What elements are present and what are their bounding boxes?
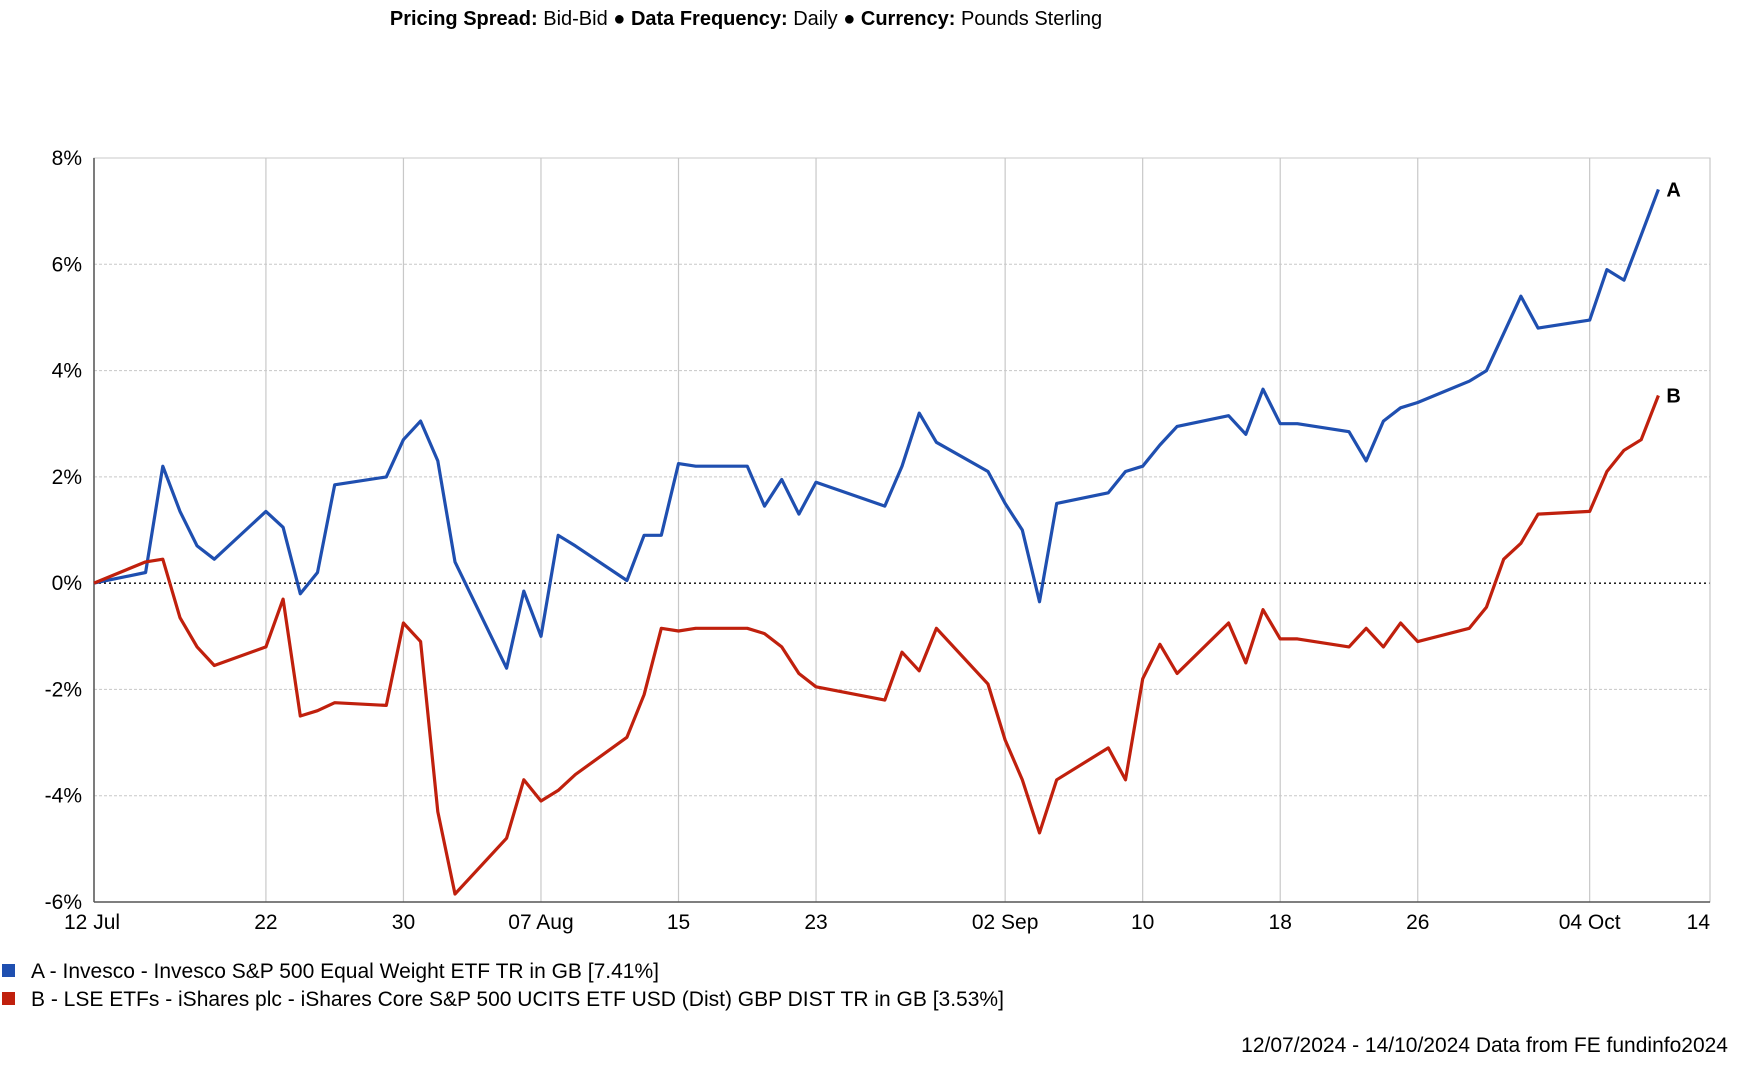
x-tick-label: 23 [804, 911, 827, 934]
x-tick-label: 04 Oct [1559, 911, 1621, 934]
legend-item-a: A - Invesco - Invesco S&P 500 Equal Weig… [2, 958, 1004, 986]
series-end-labels: AB [1666, 179, 1680, 407]
chart-header: Pricing Spread: Bid-Bid ● Data Frequency… [0, 8, 1492, 31]
y-tick-label: 4% [52, 360, 82, 383]
x-tick-label: 07 Aug [508, 911, 573, 934]
y-axis-tick-labels: 8% 6% 4% 2% 0% -2% -4% -6% [45, 147, 82, 914]
legend-item-b: B - LSE ETFs - iShares plc - iShares Cor… [2, 986, 1004, 1014]
plot-frame [93, 157, 1711, 903]
y-tick-label: 2% [52, 466, 82, 489]
y-tick-label: 0% [52, 572, 82, 595]
data-frequency-label: Data Frequency: [630, 8, 788, 30]
header-separator: ● [613, 8, 626, 30]
series-line-a [93, 188, 1660, 670]
series-line-b [93, 394, 1660, 896]
x-tick-label: 26 [1406, 911, 1429, 934]
x-tick-label: 22 [254, 911, 277, 934]
legend-label-b: B - LSE ETFs - iShares plc - iShares Cor… [31, 988, 1004, 1011]
header-separator: ● [843, 8, 856, 30]
x-tick-label: 14 [1687, 911, 1711, 934]
source-footer: 12/07/2024 - 14/10/2024 Data from FE fun… [1241, 1034, 1728, 1057]
legend-swatch-a [2, 964, 15, 977]
x-tick-label: 18 [1269, 911, 1292, 934]
currency-value: Pounds Sterling [960, 8, 1103, 30]
chart-grid [93, 157, 1711, 903]
x-tick-label: 12 Jul [64, 911, 120, 934]
chart-legend: A - Invesco - Invesco S&P 500 Equal Weig… [2, 958, 1004, 1014]
data-frequency-value: Daily [793, 8, 838, 30]
series-end-label-b: B [1666, 386, 1680, 408]
currency-label: Currency: [860, 8, 956, 30]
x-axis-tick-labels: 12 Jul 22 30 07 Aug 15 23 02 Sep 10 18 26 04 Oct 14 [64, 911, 1710, 934]
x-tick-label: 30 [392, 911, 415, 934]
x-tick-label: 02 Sep [972, 911, 1039, 934]
series-end-label-a: A [1666, 179, 1680, 201]
legend-swatch-b [2, 992, 15, 1005]
x-tick-label: 15 [667, 911, 690, 934]
legend-label-a: A - Invesco - Invesco S&P 500 Equal Weig… [31, 960, 659, 983]
y-tick-label: -6% [45, 891, 82, 914]
chart-series [93, 188, 1660, 896]
x-tick-label: 10 [1131, 911, 1154, 934]
pricing-spread-value: Bid-Bid [543, 8, 608, 30]
y-tick-label: -4% [45, 785, 82, 808]
pricing-spread-label: Pricing Spread: [389, 8, 538, 30]
y-tick-label: -2% [45, 678, 82, 701]
y-tick-label: 6% [52, 253, 82, 276]
y-tick-label: 8% [52, 147, 82, 170]
